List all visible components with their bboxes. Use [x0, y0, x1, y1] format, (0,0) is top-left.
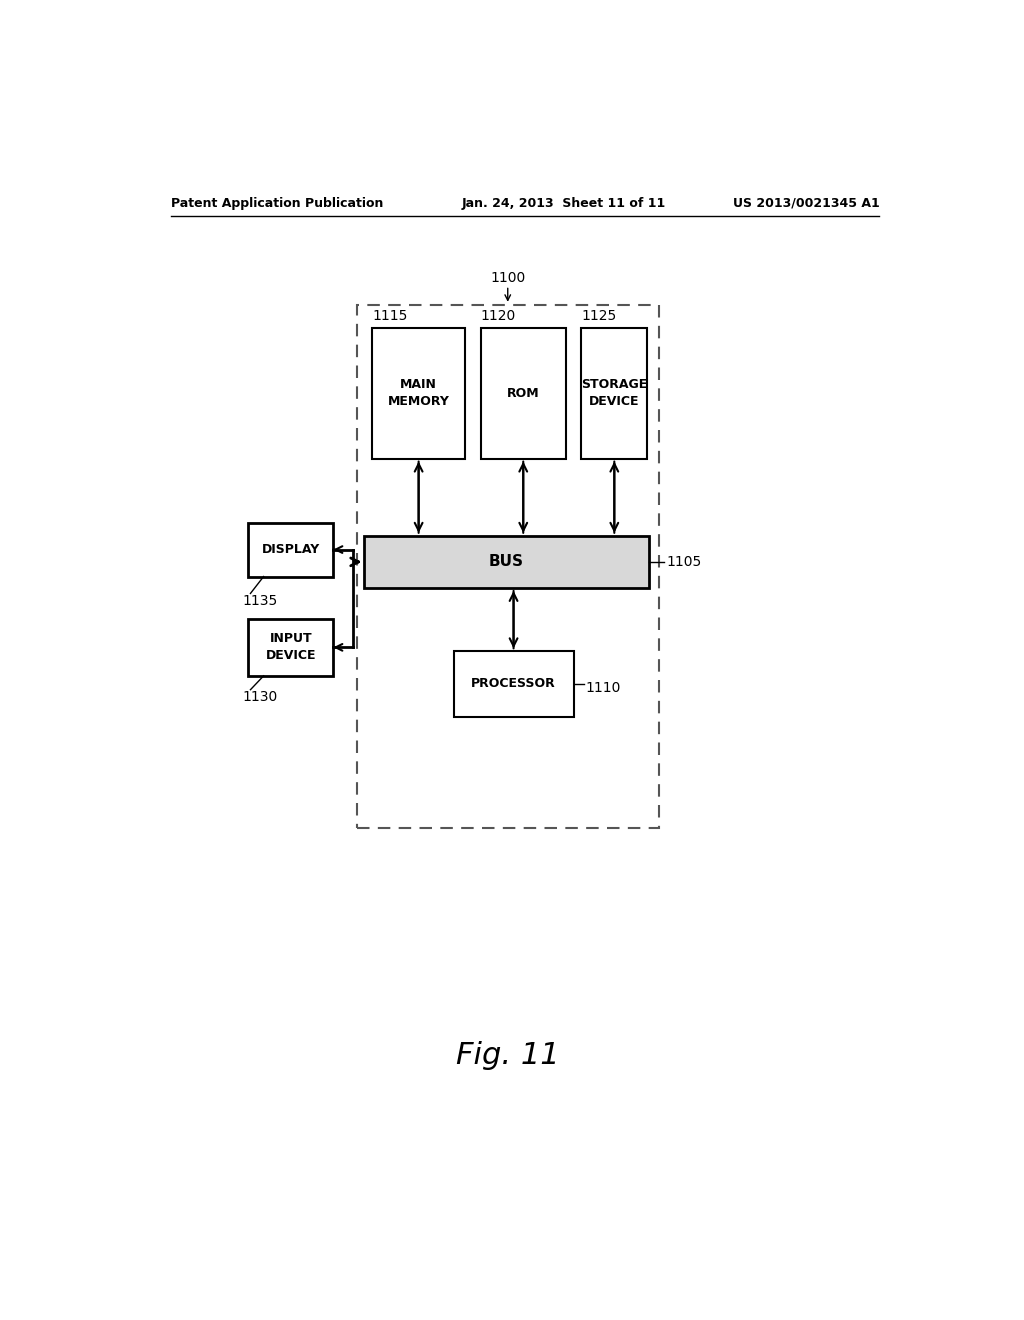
Text: MAIN
MEMORY: MAIN MEMORY	[388, 379, 450, 408]
Text: 1115: 1115	[372, 309, 408, 323]
Bar	[480, 327, 566, 459]
Text: PROCESSOR: PROCESSOR	[471, 677, 556, 690]
Bar	[582, 327, 647, 459]
Text: INPUT
DEVICE: INPUT DEVICE	[265, 632, 316, 663]
Text: US 2013/0021345 A1: US 2013/0021345 A1	[733, 197, 880, 210]
Text: STORAGE
DEVICE: STORAGE DEVICE	[582, 379, 647, 408]
Text: 1120: 1120	[480, 309, 516, 323]
Text: 1110: 1110	[586, 681, 621, 694]
Bar	[372, 327, 465, 459]
Text: ROM: ROM	[507, 387, 540, 400]
Text: BUS: BUS	[489, 554, 524, 569]
Bar	[454, 651, 573, 717]
Bar	[365, 536, 649, 589]
Text: DISPLAY: DISPLAY	[261, 543, 319, 556]
Text: 1125: 1125	[582, 309, 616, 323]
Bar	[356, 305, 658, 829]
Text: Patent Application Publication: Patent Application Publication	[171, 197, 383, 210]
Bar	[248, 619, 334, 676]
Bar	[248, 523, 334, 577]
Text: 1130: 1130	[243, 690, 278, 705]
Text: Fig. 11: Fig. 11	[456, 1041, 559, 1071]
Text: 1135: 1135	[243, 594, 278, 609]
Text: 1105: 1105	[667, 554, 701, 569]
Text: 1100: 1100	[490, 271, 525, 285]
Text: Jan. 24, 2013  Sheet 11 of 11: Jan. 24, 2013 Sheet 11 of 11	[461, 197, 666, 210]
